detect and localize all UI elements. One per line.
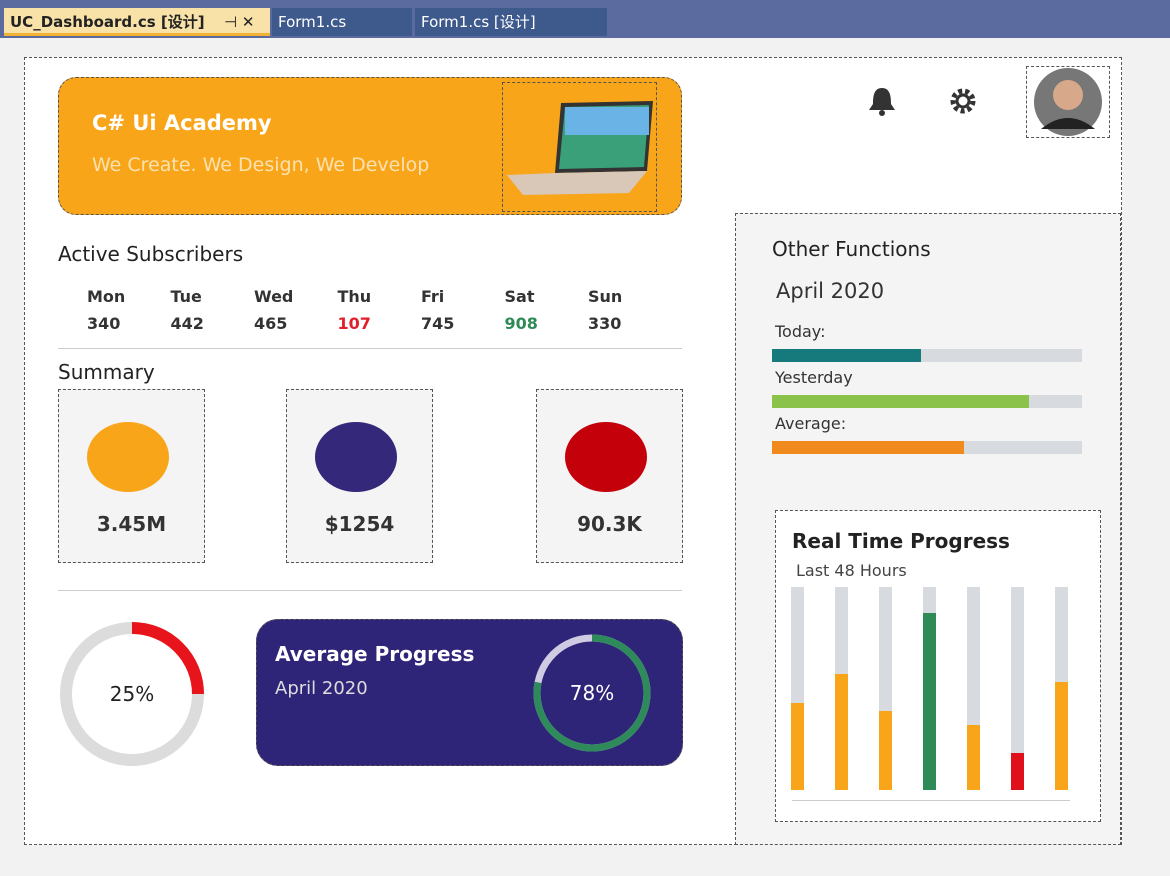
day-label: Sun <box>588 287 623 306</box>
average-progress-card: Average Progress April 2020 78% <box>256 619 683 766</box>
day-count: 107 <box>337 314 371 333</box>
day-count: 442 <box>170 314 204 333</box>
ring-arc <box>60 622 204 766</box>
section-title: Active Subscribers <box>58 242 244 266</box>
bell-icon[interactable] <box>866 84 898 118</box>
day-count: 340 <box>87 314 121 333</box>
bar-fill <box>772 395 1030 408</box>
rt-bar <box>1011 753 1024 790</box>
bar-fill <box>772 349 921 362</box>
tab[interactable]: Form1.cs <box>272 8 412 36</box>
day-label: Thu <box>337 287 372 306</box>
rt-bar <box>967 725 980 790</box>
card-subtitle: April 2020 <box>275 678 368 699</box>
summary-icon <box>315 422 397 492</box>
panel-title: Other Functions <box>772 237 931 261</box>
ring-arc <box>533 634 651 752</box>
day-label: Sat <box>504 287 535 306</box>
avatar[interactable] <box>1026 66 1110 138</box>
summary-value: 90.3K <box>577 512 642 536</box>
ring-label: 25% <box>110 682 154 706</box>
real-time-card: Real Time Progress Last 48 Hours <box>775 510 1101 822</box>
banner: C# Ui Academy We Create. We Design, We D… <box>58 77 682 215</box>
divider <box>58 348 682 349</box>
day-count: 908 <box>504 314 538 333</box>
divider <box>58 590 682 591</box>
tab-label: UC_Dashboard.cs [设计] <box>10 13 205 31</box>
card-title: Average Progress <box>275 642 475 666</box>
rt-bar <box>835 674 848 790</box>
ring-label: 78% <box>570 681 614 705</box>
card-subtitle: Last 48 Hours <box>796 561 907 580</box>
summary-card: 90.3K <box>536 389 683 563</box>
day-label: Tue <box>170 287 202 306</box>
day-count: 745 <box>421 314 455 333</box>
summary-icon <box>87 422 169 492</box>
settings-icon[interactable] <box>948 86 978 116</box>
day-count: 465 <box>254 314 288 333</box>
progress-ring: 78% <box>533 634 651 752</box>
summary-value: 3.45M <box>96 512 167 536</box>
section-title: Summary <box>58 360 155 384</box>
rt-bar <box>791 702 804 790</box>
summary-value: $1254 <box>324 512 395 536</box>
rt-bar <box>879 710 892 790</box>
summary-card: 3.45M <box>58 389 205 563</box>
progress-ring: 25% <box>60 622 204 766</box>
baseline <box>792 800 1070 801</box>
card-title: Real Time Progress <box>792 529 1010 553</box>
banner-title: C# Ui Academy <box>92 111 272 135</box>
day-label: Wed <box>254 287 294 306</box>
day-count: 330 <box>588 314 622 333</box>
bar-label: Yesterday <box>775 368 853 387</box>
banner-subtitle: We Create. We Design, We Develop <box>92 154 430 176</box>
bar-fill <box>772 441 965 454</box>
rt-track <box>1011 587 1024 790</box>
tab-bar: UC_Dashboard.cs [设计] ⊣ ✕ Form1.cs Form1.c… <box>0 0 1170 38</box>
day-label: Fri <box>421 287 445 306</box>
panel-month: April 2020 <box>776 279 885 303</box>
rt-bar <box>923 613 936 790</box>
tab[interactable]: UC_Dashboard.cs [设计] ⊣ ✕ <box>4 8 270 36</box>
summary-icon <box>565 422 647 492</box>
rt-bar <box>1055 682 1068 790</box>
day-label: Mon <box>87 287 126 306</box>
laptop-image <box>502 82 657 212</box>
bar-label: Today: <box>775 322 826 341</box>
bar-label: Average: <box>775 414 847 433</box>
tab[interactable]: Form1.cs [设计] <box>415 8 607 36</box>
summary-card: $1254 <box>286 389 433 563</box>
